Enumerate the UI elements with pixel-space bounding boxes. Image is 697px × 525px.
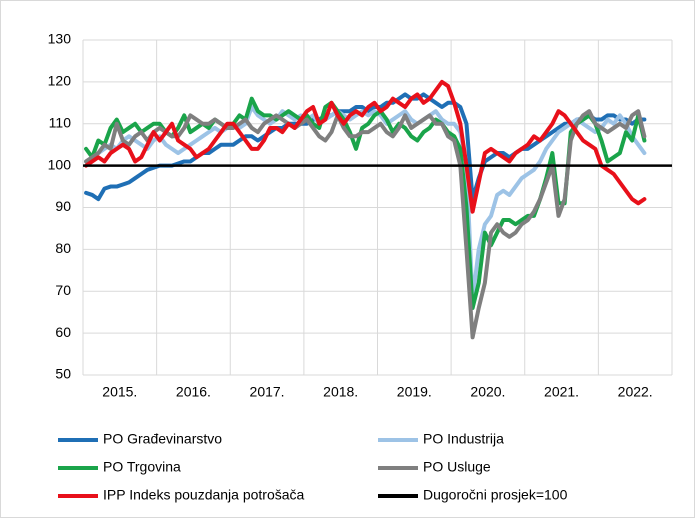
- series-line: [84, 109, 647, 340]
- x-tick-label: 2021.: [544, 384, 579, 400]
- y-tick-label: 120: [48, 73, 72, 89]
- y-tick-label: 50: [55, 366, 71, 382]
- series-line: [84, 96, 647, 310]
- legend-label: PO Usluge: [423, 459, 491, 475]
- x-tick-label: 2019.: [397, 384, 432, 400]
- series-line: [84, 79, 647, 214]
- x-tick-label: 2022.: [618, 384, 653, 400]
- y-tick-label: 110: [49, 114, 72, 130]
- x-tick-label: 2015.: [102, 384, 137, 400]
- y-tick-label: 90: [55, 198, 71, 214]
- legend-label: PO Trgovina: [103, 459, 181, 475]
- y-tick-label: 130: [48, 31, 72, 47]
- y-tick-label: 70: [55, 282, 71, 298]
- y-tick-label: 60: [55, 324, 71, 340]
- y-tick-label: 100: [48, 156, 72, 172]
- x-tick-label: 2018.: [323, 384, 358, 400]
- y-tick-label: 80: [55, 240, 71, 256]
- x-tick-label: 2016.: [176, 384, 211, 400]
- legend-label: Dugoročni prosjek=100: [423, 487, 568, 503]
- legend-label: PO Građevinarstvo: [103, 431, 222, 447]
- legend-label: PO Industrija: [423, 431, 504, 447]
- x-tick-label: 2017.: [250, 384, 285, 400]
- legend-label: IPP Indeks pouzdanja potrošača: [103, 487, 305, 503]
- x-tick-label: 2020.: [470, 384, 505, 400]
